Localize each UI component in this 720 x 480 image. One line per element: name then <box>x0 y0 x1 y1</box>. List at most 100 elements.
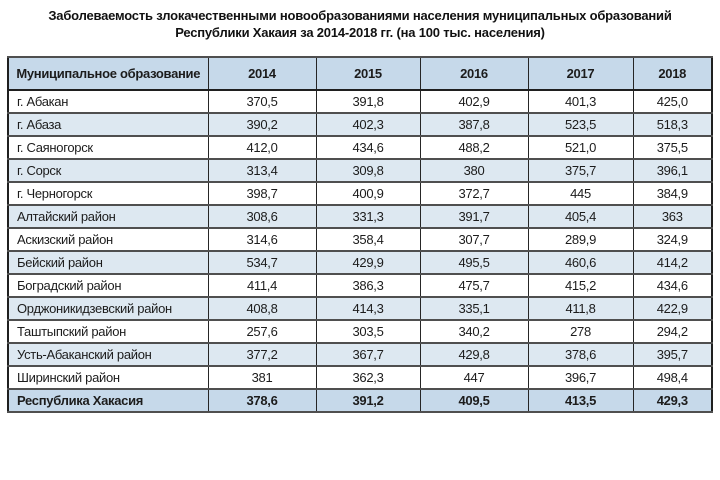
value-cell-2016: 488,2 <box>419 135 529 160</box>
table-title: Заболеваемость злокачественными новообра… <box>0 0 720 41</box>
value-cell-2018: 363 <box>632 204 713 229</box>
value-cell-2018: 375,5 <box>632 135 713 160</box>
municipality-name: Бейский район <box>7 250 209 275</box>
value-cell-2015: 358,4 <box>315 227 421 252</box>
value-cell-2017: 415,2 <box>527 273 634 298</box>
table-row: Таштыпский район 257,6 303,5 340,2 278 294,2 <box>7 319 713 344</box>
municipality-name: г. Саяногорск <box>7 135 209 160</box>
table-row: Ширинский район 381 362,3 447 396,7 498,4 <box>7 365 713 390</box>
value-cell-2014: 308,6 <box>207 204 317 229</box>
value-cell-2018: 294,2 <box>632 319 713 344</box>
value-cell-2018: 324,9 <box>632 227 713 252</box>
table-row: г. Абаза 390,2 402,3 387,8 523,5 518,3 <box>7 112 713 137</box>
value-cell-2015: 429,9 <box>315 250 421 275</box>
value-cell-2015: 386,3 <box>315 273 421 298</box>
value-cell-2018: 429,3 <box>632 388 713 413</box>
municipality-name: г. Черногорск <box>7 181 209 206</box>
value-cell-2014: 257,6 <box>207 319 317 344</box>
table-header: Муниципальное образование 2014 2015 2016 201… <box>7 56 713 91</box>
value-cell-2017: 460,6 <box>527 250 634 275</box>
value-cell-2017: 523,5 <box>527 112 634 137</box>
value-cell-2018: 414,2 <box>632 250 713 275</box>
value-cell-2015: 402,3 <box>315 112 421 137</box>
value-cell-2017: 445 <box>527 181 634 206</box>
value-cell-2018: 422,9 <box>632 296 713 321</box>
value-cell-2016: 380 <box>419 158 529 183</box>
value-cell-2015: 309,8 <box>315 158 421 183</box>
value-cell-2017: 413,5 <box>527 388 634 413</box>
value-cell-2014: 408,8 <box>207 296 317 321</box>
table-row: г. Саяногорск 412,0 434,6 488,2 521,0 375,5 <box>7 135 713 160</box>
value-cell-2014: 381 <box>207 365 317 390</box>
value-cell-2014: 390,2 <box>207 112 317 137</box>
municipality-name: г. Абакан <box>7 89 209 114</box>
municipality-name: Ширинский район <box>7 365 209 390</box>
value-cell-2014: 377,2 <box>207 342 317 367</box>
table-row: г. Абакан 370,5 391,8 402,9 401,3 425,0 <box>7 89 713 114</box>
value-cell-2014: 370,5 <box>207 89 317 114</box>
value-cell-2014: 412,0 <box>207 135 317 160</box>
value-cell-2015: 434,6 <box>315 135 421 160</box>
value-cell-2016: 387,8 <box>419 112 529 137</box>
table-row: Орджоникидзевский район 408,8 414,3 335,1 41… <box>7 296 713 321</box>
value-cell-2016: 447 <box>419 365 529 390</box>
value-cell-2015: 391,2 <box>315 388 421 413</box>
value-cell-2017: 521,0 <box>527 135 634 160</box>
value-cell-2016: 307,7 <box>419 227 529 252</box>
table-row: Бейский район 534,7 429,9 495,5 460,6 414,2 <box>7 250 713 275</box>
value-cell-2015: 391,8 <box>315 89 421 114</box>
value-cell-2017: 289,9 <box>527 227 634 252</box>
value-cell-2016: 495,5 <box>419 250 529 275</box>
header-row: Муниципальное образование 2014 2015 2016 201… <box>7 56 713 91</box>
total-row-label: Республика Хакасия <box>7 388 209 413</box>
column-header-2018: 2018 <box>632 56 713 91</box>
column-header-2016: 2016 <box>419 56 529 91</box>
value-cell-2014: 534,7 <box>207 250 317 275</box>
value-cell-2017: 396,7 <box>527 365 634 390</box>
value-cell-2014: 313,4 <box>207 158 317 183</box>
column-header-2017: 2017 <box>527 56 634 91</box>
value-cell-2018: 498,4 <box>632 365 713 390</box>
value-cell-2016: 340,2 <box>419 319 529 344</box>
value-cell-2014: 398,7 <box>207 181 317 206</box>
value-cell-2015: 367,7 <box>315 342 421 367</box>
value-cell-2018: 384,9 <box>632 181 713 206</box>
value-cell-2016: 409,5 <box>419 388 529 413</box>
value-cell-2016: 335,1 <box>419 296 529 321</box>
municipality-name: Алтайский район <box>7 204 209 229</box>
column-header-municipality: Муниципальное образование <box>7 56 209 91</box>
value-cell-2015: 362,3 <box>315 365 421 390</box>
value-cell-2018: 425,0 <box>632 89 713 114</box>
value-cell-2014: 411,4 <box>207 273 317 298</box>
value-cell-2016: 429,8 <box>419 342 529 367</box>
municipality-name: Таштыпский район <box>7 319 209 344</box>
value-cell-2015: 400,9 <box>315 181 421 206</box>
value-cell-2017: 375,7 <box>527 158 634 183</box>
value-cell-2016: 475,7 <box>419 273 529 298</box>
value-cell-2018: 518,3 <box>632 112 713 137</box>
value-cell-2017: 278 <box>527 319 634 344</box>
incidence-table: Муниципальное образование 2014 2015 2016 201… <box>7 56 713 413</box>
value-cell-2016: 372,7 <box>419 181 529 206</box>
table-row: г. Черногорск 398,7 400,9 372,7 445 384,9 <box>7 181 713 206</box>
value-cell-2015: 414,3 <box>315 296 421 321</box>
value-cell-2015: 303,5 <box>315 319 421 344</box>
table-row: г. Сорск 313,4 309,8 380 375,7 396,1 <box>7 158 713 183</box>
municipality-name: Аскизский район <box>7 227 209 252</box>
table-row: Аскизский район 314,6 358,4 307,7 289,9 324,9 <box>7 227 713 252</box>
table-title-line2: Республики Хакаия за 2014-2018 гг. (на 1… <box>175 25 545 40</box>
table-row: Алтайский район 308,6 331,3 391,7 405,4 363 <box>7 204 713 229</box>
value-cell-2016: 402,9 <box>419 89 529 114</box>
municipality-name: г. Сорск <box>7 158 209 183</box>
column-header-2014: 2014 <box>207 56 317 91</box>
value-cell-2014: 314,6 <box>207 227 317 252</box>
total-row: Республика Хакасия 378,6 391,2 409,5 413,5 42… <box>7 388 713 413</box>
table-row: Боградский район 411,4 386,3 475,7 415,2 434,… <box>7 273 713 298</box>
value-cell-2017: 405,4 <box>527 204 634 229</box>
value-cell-2017: 401,3 <box>527 89 634 114</box>
table-body: г. Абакан 370,5 391,8 402,9 401,3 425,0 г. Аба… <box>7 89 713 413</box>
value-cell-2018: 434,6 <box>632 273 713 298</box>
value-cell-2018: 395,7 <box>632 342 713 367</box>
value-cell-2014: 378,6 <box>207 388 317 413</box>
